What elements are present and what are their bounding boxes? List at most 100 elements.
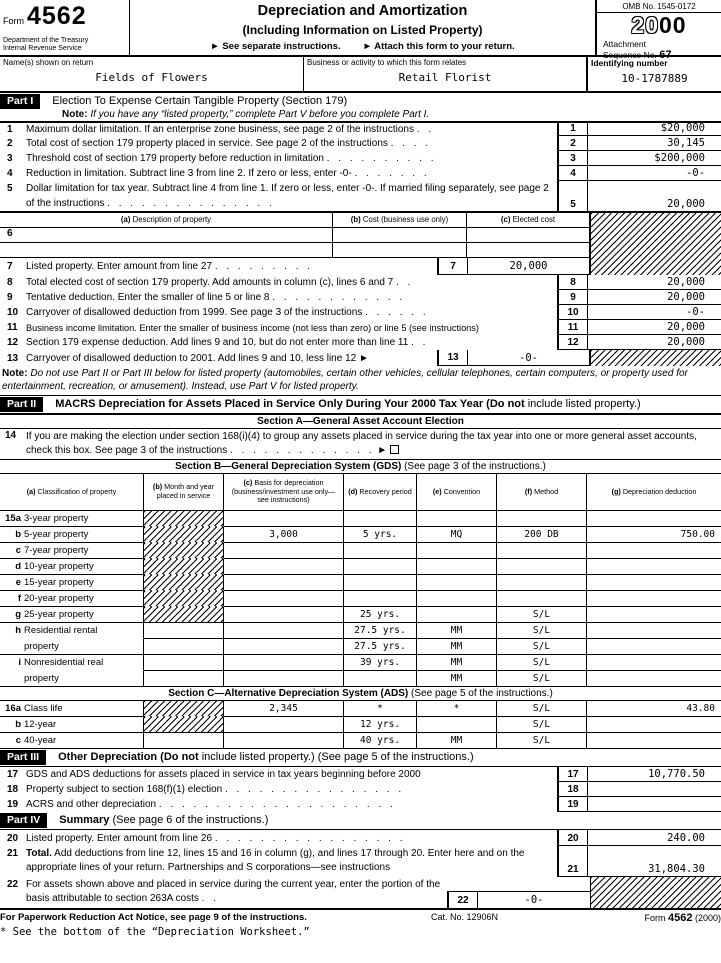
line14-checkbox[interactable] bbox=[390, 444, 400, 454]
row-15h2-deduction[interactable] bbox=[587, 639, 721, 655]
line-6-row-1: 6 bbox=[0, 228, 721, 243]
line-3-value[interactable]: $200,000 bbox=[588, 151, 721, 166]
row-15i2-deduction[interactable] bbox=[587, 671, 721, 687]
line-6-elected-1[interactable] bbox=[467, 228, 590, 243]
row-15b-convention[interactable]: MQ bbox=[417, 527, 497, 543]
row-15i1-month[interactable] bbox=[144, 655, 224, 671]
row-15h1-deduction[interactable] bbox=[587, 623, 721, 639]
row-15h1-basis[interactable] bbox=[224, 623, 344, 639]
row-16c-basis[interactable] bbox=[224, 733, 344, 749]
row-15e-method[interactable] bbox=[497, 575, 587, 591]
line-2-value[interactable]: 30,145 bbox=[588, 136, 721, 151]
line-20-value[interactable]: 240.00 bbox=[588, 830, 721, 846]
row-15d-convention[interactable] bbox=[417, 559, 497, 575]
row-15b-deduction[interactable]: 750.00 bbox=[587, 527, 721, 543]
line-9: 9 Tentative deduction. Enter the smaller… bbox=[0, 290, 721, 305]
row-15g-basis[interactable] bbox=[224, 607, 344, 623]
row-16b-deduction[interactable] bbox=[587, 717, 721, 733]
name-field[interactable]: Name(s) shown on return Fields of Flower… bbox=[0, 57, 304, 91]
omb-number: OMB No. 1545-0172 bbox=[597, 0, 721, 13]
row-16b-convention[interactable] bbox=[417, 717, 497, 733]
line-9-value[interactable]: 20,000 bbox=[588, 290, 721, 305]
row-16a-deduction[interactable]: 43.80 bbox=[587, 701, 721, 717]
row-15a-basis[interactable] bbox=[224, 511, 344, 527]
row-15b-method[interactable]: 200 DB bbox=[497, 527, 587, 543]
line-6-cost-2[interactable] bbox=[333, 243, 467, 258]
row-16c-month[interactable] bbox=[144, 733, 224, 749]
row-15f-recovery[interactable] bbox=[344, 591, 417, 607]
line-4-value[interactable]: -0- bbox=[588, 166, 721, 181]
row-16b-basis[interactable] bbox=[224, 717, 344, 733]
row-15h2-convention: MM bbox=[417, 639, 497, 655]
line-6-elected-2[interactable] bbox=[467, 243, 590, 258]
business-field[interactable]: Business or activity to which this form … bbox=[304, 57, 588, 91]
row-16a-convention[interactable]: * bbox=[417, 701, 497, 717]
line-17-value[interactable]: 10,770.50 bbox=[588, 767, 721, 782]
line-6-cost-1[interactable] bbox=[333, 228, 467, 243]
row-15b-recovery[interactable]: 5 yrs. bbox=[344, 527, 417, 543]
row-15f-method[interactable] bbox=[497, 591, 587, 607]
row-15a-convention[interactable] bbox=[417, 511, 497, 527]
row-15a-method[interactable] bbox=[497, 511, 587, 527]
row-15h2-basis[interactable] bbox=[224, 639, 344, 655]
row-15a-deduction[interactable] bbox=[587, 511, 721, 527]
row-15c-deduction[interactable] bbox=[587, 543, 721, 559]
row-15d-basis[interactable] bbox=[224, 559, 344, 575]
identifying-number-field[interactable]: Identifying number 10-1787889 bbox=[588, 57, 721, 91]
line-6-row-2 bbox=[0, 243, 721, 258]
name-value[interactable]: Fields of Flowers bbox=[95, 71, 208, 84]
row-15d-recovery[interactable] bbox=[344, 559, 417, 575]
line-13-value[interactable]: -0- bbox=[468, 350, 590, 366]
part1-note: Note: If you have any “listed property,”… bbox=[62, 109, 430, 120]
row-15i2-recovery bbox=[344, 671, 417, 687]
row-15h1-month[interactable] bbox=[144, 623, 224, 639]
row-15b-basis[interactable]: 3,000 bbox=[224, 527, 344, 543]
line-8-value[interactable]: 20,000 bbox=[588, 275, 721, 290]
row-15i1-deduction[interactable] bbox=[587, 655, 721, 671]
row-15f-deduction[interactable] bbox=[587, 591, 721, 607]
line-7-value[interactable]: 20,000 bbox=[468, 258, 590, 275]
line-12-value[interactable]: 20,000 bbox=[588, 335, 721, 350]
line-5-value[interactable]: 20,000 bbox=[667, 198, 705, 210]
line-1-value[interactable]: $20,000 bbox=[588, 122, 721, 136]
row-16a-basis[interactable]: 2,345 bbox=[224, 701, 344, 717]
line-22-value[interactable]: -0- bbox=[478, 891, 590, 908]
row-15g-convention[interactable] bbox=[417, 607, 497, 623]
line-1-numbox: 1 bbox=[557, 123, 588, 136]
row-15e-basis[interactable] bbox=[224, 575, 344, 591]
line-6-description-1[interactable]: 6 bbox=[0, 228, 333, 243]
line-10-value[interactable]: -0- bbox=[588, 305, 721, 320]
row-15e-convention[interactable] bbox=[417, 575, 497, 591]
row-15e-recovery[interactable] bbox=[344, 575, 417, 591]
row-15c-convention[interactable] bbox=[417, 543, 497, 559]
row-15a-recovery[interactable] bbox=[344, 511, 417, 527]
row-15g-method: S/L bbox=[497, 607, 587, 623]
business-value[interactable]: Retail Florist bbox=[398, 71, 492, 84]
row-16a-recovery[interactable]: * bbox=[344, 701, 417, 717]
line-18-value[interactable] bbox=[588, 782, 721, 797]
row-15f-basis[interactable] bbox=[224, 591, 344, 607]
row-15c-basis[interactable] bbox=[224, 543, 344, 559]
line-10-numbox: 10 bbox=[557, 305, 588, 320]
line-18-numbox: 18 bbox=[557, 782, 588, 797]
row-15c-method[interactable] bbox=[497, 543, 587, 559]
macrs-table: (a) Classification of property (b) Month… bbox=[0, 474, 721, 687]
line-11-value[interactable]: 20,000 bbox=[588, 320, 721, 335]
identifying-number-value[interactable]: 10-1787889 bbox=[621, 72, 688, 85]
row-15h2-month[interactable] bbox=[144, 639, 224, 655]
arrow-icon: ► bbox=[359, 352, 369, 364]
row-15i2-month[interactable] bbox=[144, 671, 224, 687]
row-15g-deduction[interactable] bbox=[587, 607, 721, 623]
row-15f-convention[interactable] bbox=[417, 591, 497, 607]
row-16c-deduction[interactable] bbox=[587, 733, 721, 749]
line-21-value[interactable]: 31,804.30 bbox=[588, 846, 721, 877]
form-footer-id: Form 4562 (2000) bbox=[644, 912, 721, 924]
line-19-value[interactable] bbox=[588, 797, 721, 812]
row-15c-recovery[interactable] bbox=[344, 543, 417, 559]
line-6-description-2[interactable] bbox=[0, 243, 333, 258]
row-15d-method[interactable] bbox=[497, 559, 587, 575]
row-15e-deduction[interactable] bbox=[587, 575, 721, 591]
row-15i2-basis[interactable] bbox=[224, 671, 344, 687]
row-15d-deduction[interactable] bbox=[587, 559, 721, 575]
row-15i1-basis[interactable] bbox=[224, 655, 344, 671]
